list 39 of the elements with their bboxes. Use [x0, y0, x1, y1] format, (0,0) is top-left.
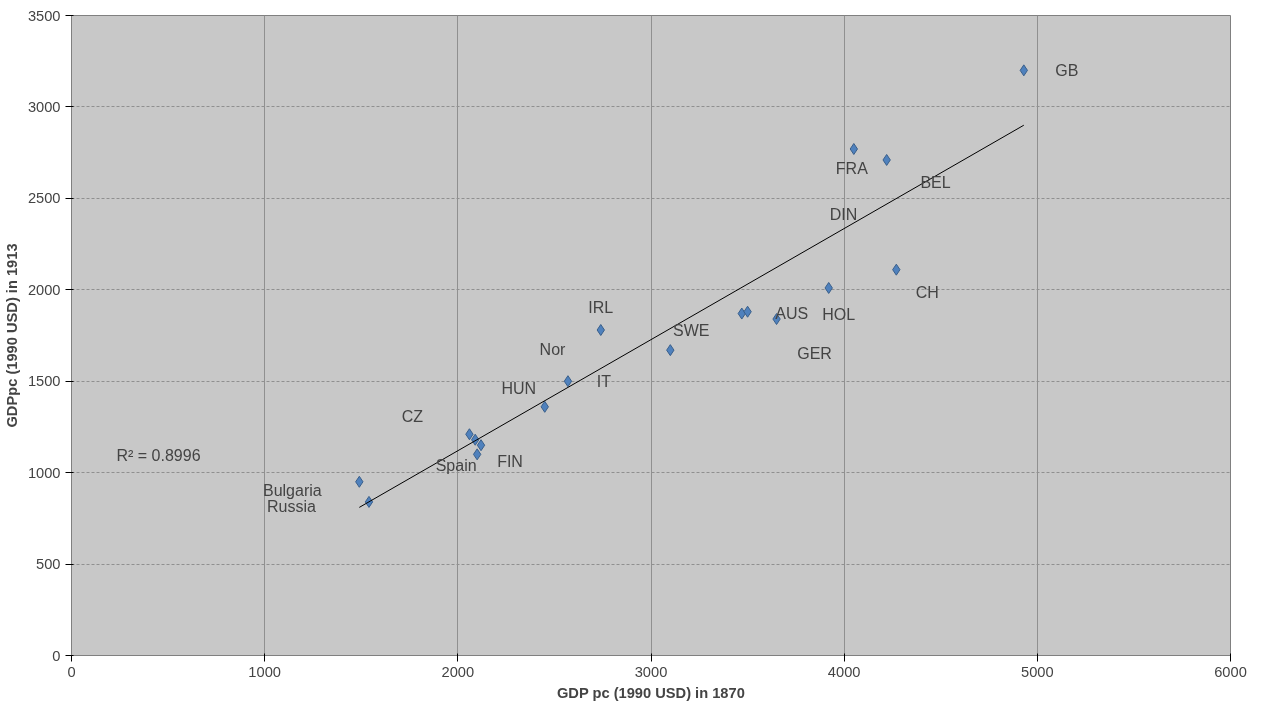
- annotation: GB: [1055, 61, 1079, 79]
- annotation: IT: [596, 372, 612, 390]
- point: [472, 448, 482, 461]
- y-tick-label: 2500: [27, 190, 61, 207]
- x-tick-label: 2000: [441, 663, 475, 680]
- annotation: Spain: [435, 456, 477, 474]
- annotation: AUS: [775, 305, 809, 323]
- x-tick-label: 4000: [827, 663, 861, 680]
- x-axis-title: GDP pc (1990 USD) in 1870: [556, 684, 745, 701]
- point: [476, 439, 486, 452]
- annotation: IRL: [588, 298, 614, 316]
- y-tick-label: 3000: [27, 98, 61, 115]
- x-tick-label: 0: [67, 663, 76, 680]
- annotation: Bulgaria: [262, 482, 322, 500]
- x-tick-label: 1000: [248, 663, 281, 680]
- y-tick-label: 1500: [27, 373, 61, 390]
- annotation: Nor: [539, 341, 567, 358]
- annotation: FRA: [835, 160, 869, 178]
- y-tick-label: 0: [52, 647, 61, 664]
- y-tick-label: 1000: [27, 464, 61, 481]
- annotation: HUN: [501, 380, 537, 398]
- annotation: CZ: [401, 407, 424, 425]
- x-tick-label: 3000: [634, 663, 668, 680]
- annotation: GER: [797, 344, 832, 362]
- x-tick-label: 6000: [1214, 663, 1247, 680]
- y-tick-label: 2000: [27, 281, 61, 298]
- annotation: BEL: [920, 174, 951, 191]
- annotation: Russia: [267, 498, 317, 515]
- annotation: HOL: [822, 306, 856, 324]
- x-tick-label: 5000: [1021, 663, 1054, 680]
- annotation: SWE: [673, 321, 710, 339]
- annotation: R² = 0.8996: [116, 447, 201, 464]
- point: [563, 375, 573, 388]
- annotation: CH: [915, 284, 939, 302]
- y-tick-label: 500: [36, 556, 61, 573]
- annotation: DIN: [829, 206, 858, 223]
- annotation: FIN: [497, 452, 523, 470]
- y-tick-label: 3500: [27, 7, 61, 24]
- y-axis-title: GDPpc (1990 USD) in 1913: [3, 243, 20, 428]
